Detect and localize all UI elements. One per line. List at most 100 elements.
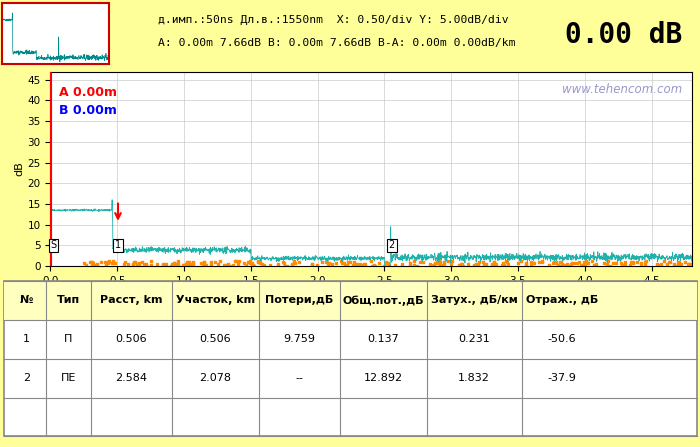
Point — [338, 260, 349, 267]
Point — [199, 262, 210, 269]
Point — [228, 261, 239, 269]
Point — [488, 259, 499, 266]
Point — [512, 260, 524, 267]
Text: --: -- — [295, 373, 303, 383]
Point — [447, 257, 458, 265]
Point — [561, 261, 572, 268]
Point — [330, 259, 341, 266]
Point — [566, 260, 578, 267]
Point — [672, 259, 683, 266]
Point — [239, 260, 250, 267]
Point — [91, 260, 102, 267]
Point — [139, 260, 150, 267]
Point — [520, 260, 531, 267]
Point — [463, 260, 474, 267]
Point — [195, 260, 206, 267]
Text: П: П — [64, 334, 72, 344]
Point — [132, 261, 143, 268]
Point — [611, 259, 622, 266]
Point — [635, 261, 646, 269]
Text: №: № — [20, 295, 33, 305]
Point — [477, 258, 489, 266]
Point — [186, 260, 197, 267]
Point — [536, 258, 547, 265]
Point — [684, 261, 695, 268]
Point — [290, 259, 301, 266]
Point — [438, 261, 449, 268]
Point — [589, 262, 600, 269]
Point — [223, 260, 234, 267]
Point — [533, 258, 545, 265]
Point — [551, 259, 562, 266]
Point — [230, 258, 241, 265]
Point — [607, 260, 618, 267]
Text: 2.584: 2.584 — [116, 373, 147, 383]
Point — [631, 259, 642, 266]
Point — [248, 262, 259, 269]
Point — [85, 258, 97, 265]
Point — [663, 258, 674, 265]
Point — [130, 258, 141, 266]
Point — [568, 259, 580, 266]
Point — [188, 261, 199, 268]
Point — [602, 258, 613, 265]
Point — [429, 259, 440, 266]
Point — [146, 257, 157, 265]
Text: 1: 1 — [115, 240, 121, 250]
Point — [527, 259, 538, 266]
Point — [581, 258, 592, 266]
Point — [168, 260, 179, 267]
Point — [165, 262, 176, 270]
Point — [198, 259, 209, 266]
Point — [350, 261, 361, 269]
Point — [167, 261, 178, 268]
Point — [500, 257, 512, 265]
Point — [81, 261, 92, 268]
Text: Потери,дБ: Потери,дБ — [265, 295, 333, 305]
Point — [252, 257, 263, 265]
Point — [381, 260, 392, 267]
Point — [278, 260, 289, 267]
Point — [360, 260, 371, 267]
Point — [397, 261, 408, 268]
Point — [488, 258, 499, 266]
Point — [287, 260, 298, 267]
Point — [405, 261, 416, 269]
Point — [342, 262, 353, 270]
Point — [521, 261, 532, 269]
Point — [571, 259, 582, 266]
Point — [104, 258, 115, 265]
Point — [490, 261, 501, 269]
Point — [380, 258, 391, 266]
Text: A: 0.00m 7.66dB B: 0.00m 7.66dB B-A: 0.00m 0.00dB/km: A: 0.00m 7.66dB B: 0.00m 7.66dB B-A: 0.0… — [158, 38, 515, 49]
Point — [615, 259, 626, 266]
Point — [578, 258, 589, 266]
Point — [183, 259, 194, 266]
Point — [88, 262, 99, 269]
Point — [172, 260, 183, 267]
Point — [188, 258, 199, 266]
Point — [183, 261, 194, 269]
Point — [307, 261, 318, 268]
Point — [428, 261, 440, 269]
Point — [473, 261, 484, 268]
Point — [255, 260, 266, 267]
Point — [264, 261, 275, 268]
Point — [92, 261, 103, 269]
Point — [133, 260, 144, 267]
Point — [627, 260, 638, 267]
Point — [103, 258, 114, 266]
Point — [456, 261, 468, 268]
Point — [277, 259, 288, 266]
Point — [652, 260, 663, 267]
Text: Расст, km: Расст, km — [100, 295, 162, 305]
Point — [339, 262, 350, 269]
Point — [556, 259, 567, 266]
Point — [99, 259, 111, 266]
Point — [373, 259, 384, 266]
Point — [326, 260, 337, 267]
Point — [635, 260, 646, 267]
Point — [258, 261, 270, 269]
Point — [370, 262, 381, 269]
Point — [306, 260, 317, 267]
